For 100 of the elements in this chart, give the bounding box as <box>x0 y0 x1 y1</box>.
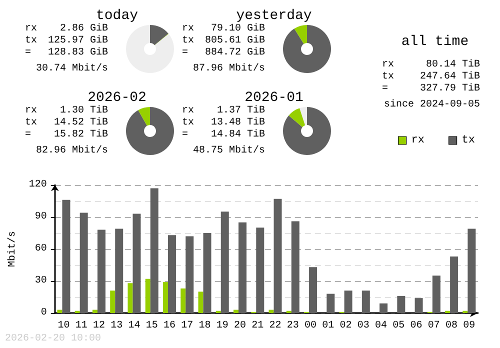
x-tick-label: 11 <box>75 320 88 332</box>
text: = <box>382 84 388 94</box>
text: 80.14 TiB <box>426 58 480 70</box>
bar <box>162 282 168 313</box>
bar <box>198 292 204 313</box>
x-tick-label: 04 <box>375 320 388 332</box>
x-tick-label: 16 <box>163 320 176 332</box>
bar <box>203 233 212 313</box>
y-tick-label: 60 <box>34 244 47 254</box>
bar <box>291 221 300 313</box>
text: tx <box>25 118 38 128</box>
bar <box>234 310 239 313</box>
bar <box>238 222 247 313</box>
x-tick-label: 19 <box>216 320 228 332</box>
text: 805.61 GiB <box>204 34 265 46</box>
x-tick-label: 00 <box>304 320 317 332</box>
x-tick-label: 14 <box>128 320 140 332</box>
text: 82.96 Mbit/s <box>36 144 108 156</box>
bar <box>362 290 370 313</box>
text: 247.64 TiB <box>420 70 480 82</box>
bar <box>432 276 440 313</box>
bar <box>97 230 106 313</box>
y-axis-title: Mbit/s <box>6 230 18 268</box>
x-tick-label: 12 <box>92 320 105 332</box>
bar <box>80 212 88 313</box>
text: all time <box>401 34 469 50</box>
bar <box>380 303 388 313</box>
x-tick-label: 23 <box>286 320 299 332</box>
bar <box>115 228 124 313</box>
text: rx <box>382 60 394 70</box>
chart-title: 2026-01 <box>244 90 304 106</box>
text: 87.96 Mbit/s <box>192 62 265 74</box>
text: rx <box>25 24 38 34</box>
x-tick-label: 10 <box>58 320 70 332</box>
bar <box>150 188 158 313</box>
x-tick-label: 08 <box>446 320 458 332</box>
x-tick-label: 22 <box>269 320 282 332</box>
x-tick-label: 21 <box>252 320 264 332</box>
y-tick-label: 120 <box>28 180 47 190</box>
text: 14.84 TiB <box>210 128 265 140</box>
bar <box>132 214 141 313</box>
text: 13.48 TiB <box>210 116 265 128</box>
x-tick-label: 09 <box>463 320 476 332</box>
text: tx <box>382 72 394 82</box>
bar <box>186 236 194 313</box>
y-tick-label: 0 <box>40 308 47 318</box>
y-tick-label: 30 <box>34 276 47 286</box>
text: 30.74 Mbit/s <box>36 62 108 74</box>
bar <box>145 278 150 313</box>
x-tick-label: 15 <box>146 320 158 332</box>
x-tick-label: 17 <box>181 320 194 332</box>
text: 48.75 Mbit/s <box>192 144 265 156</box>
bar <box>92 310 98 313</box>
bar <box>180 288 186 313</box>
text: tx <box>25 36 38 46</box>
bar <box>220 212 229 313</box>
text: 1.30 TiB <box>60 104 108 116</box>
x-tick-label: 05 <box>392 320 405 332</box>
bar <box>110 290 116 313</box>
bar <box>168 235 176 313</box>
text: rx <box>182 106 194 116</box>
bar <box>414 298 423 313</box>
text: 2.86 GiB <box>60 22 108 34</box>
text: = <box>182 48 188 58</box>
text: since 2024-09-05 <box>384 98 480 110</box>
bar <box>268 310 274 313</box>
text: tx <box>182 118 194 128</box>
text: 1.37 TiB <box>216 104 265 116</box>
bar <box>62 200 70 313</box>
x-tick-label: 06 <box>410 320 422 332</box>
chart-title: today <box>96 8 138 24</box>
text: rx <box>25 106 38 116</box>
legend-label: tx <box>462 134 476 146</box>
text: 884.72 GiB <box>204 46 265 58</box>
chart-title: yesterday <box>236 8 312 24</box>
x-tick-label: 20 <box>234 320 246 332</box>
x-tick-label: 18 <box>198 320 211 332</box>
bar <box>57 310 62 313</box>
x-tick-label: 03 <box>357 320 370 332</box>
chart-title: 2026-02 <box>88 90 146 106</box>
bar <box>397 296 406 313</box>
text: = <box>25 130 32 140</box>
text: 125.97 GiB <box>48 34 108 46</box>
text: rx <box>182 24 194 34</box>
bar <box>256 228 264 313</box>
bar <box>128 283 133 313</box>
bar <box>326 294 335 313</box>
legend-label: rx <box>411 134 425 146</box>
text: 327.79 TiB <box>420 82 480 94</box>
text: 128.83 GiB <box>48 46 108 58</box>
bar <box>344 290 352 313</box>
x-tick-label: 02 <box>340 320 352 332</box>
text: 14.52 TiB <box>54 116 108 128</box>
text: tx <box>182 36 194 46</box>
x-tick-label: 01 <box>322 320 334 332</box>
text: 15.82 TiB <box>54 128 108 140</box>
x-tick-label: 07 <box>428 320 440 332</box>
text: = <box>25 48 32 58</box>
text: 79.10 GiB <box>210 22 265 34</box>
text: = <box>182 130 188 140</box>
